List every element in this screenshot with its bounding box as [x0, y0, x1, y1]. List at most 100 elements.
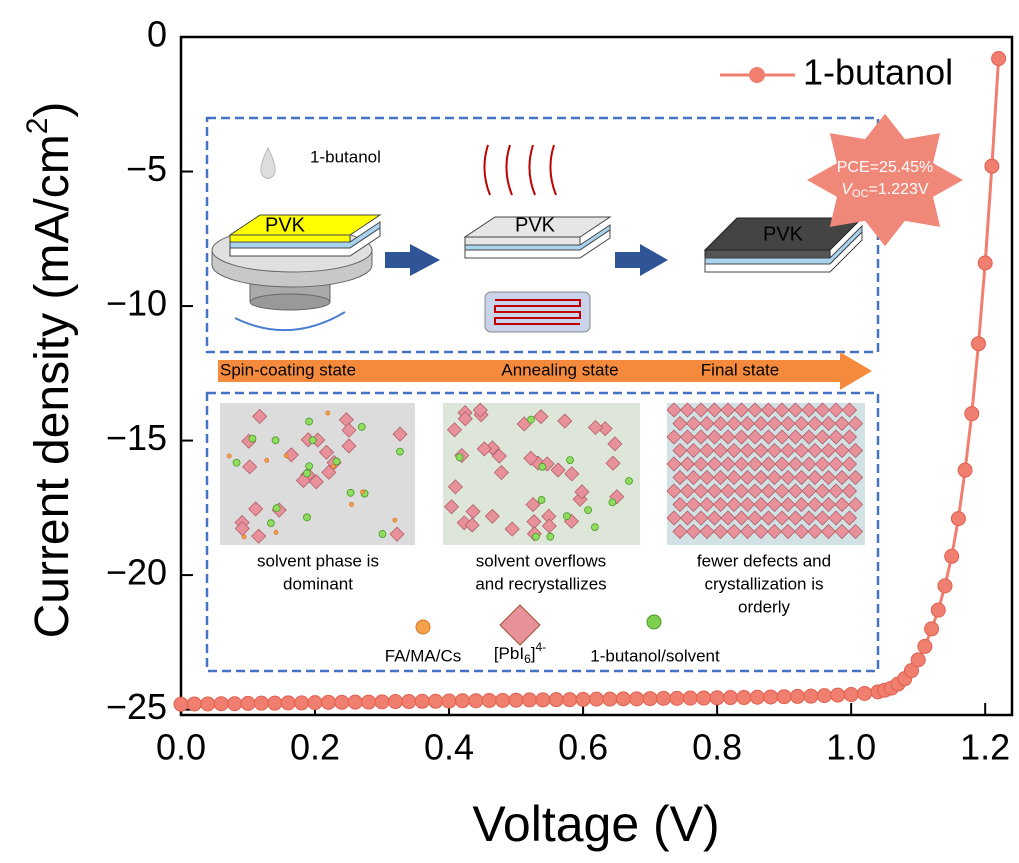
species-label: FA/MA/Cs — [385, 646, 462, 665]
data-point — [817, 689, 831, 703]
y-tick-label: −10 — [106, 283, 167, 324]
caption: fewer defects and — [697, 551, 831, 570]
species-label: 1-butanol/solvent — [590, 646, 720, 665]
caption: dominant — [283, 574, 353, 593]
data-point — [241, 696, 255, 710]
data-point — [228, 697, 242, 711]
film-label: PVK — [515, 214, 556, 236]
y-title-part: ) — [26, 102, 79, 118]
legend-marker — [749, 67, 765, 83]
ion — [528, 416, 535, 423]
voc-part: =1.223V — [869, 181, 929, 198]
data-point — [536, 693, 550, 707]
film-label: PVK — [763, 223, 804, 245]
data-point — [442, 694, 456, 708]
solvent-icon — [647, 615, 661, 629]
ion — [267, 520, 274, 527]
chart: Spin-coating state Annealing state Final… — [0, 0, 1019, 863]
data-point — [958, 463, 972, 477]
data-point — [945, 549, 959, 563]
page: {"chart_data": { "type": "line", "xlabel… — [0, 0, 1019, 863]
ion — [265, 458, 269, 462]
x-tick-label: 0.0 — [156, 727, 206, 768]
data-point — [295, 696, 309, 710]
data-point — [576, 692, 590, 706]
data-point — [187, 697, 201, 711]
ion — [567, 457, 574, 464]
ion — [625, 478, 632, 485]
data-point — [804, 689, 818, 703]
panel — [220, 403, 415, 545]
ion — [331, 464, 335, 468]
data-point — [630, 692, 644, 706]
data-point — [254, 696, 268, 710]
y-tick-label: −20 — [106, 552, 167, 593]
data-point — [415, 694, 429, 708]
data-point — [858, 686, 872, 700]
data-point — [985, 159, 999, 173]
ion — [274, 530, 278, 534]
ion — [591, 524, 598, 531]
data-point — [455, 694, 469, 708]
data-point — [362, 695, 376, 709]
data-point — [971, 337, 985, 351]
x-tick-label: 0.2 — [290, 727, 340, 768]
ion — [306, 463, 313, 470]
ion — [396, 448, 403, 455]
data-point — [657, 691, 671, 705]
data-point — [590, 692, 604, 706]
ion — [456, 454, 463, 461]
x-tick-label: 0.6 — [558, 727, 608, 768]
data-point — [308, 696, 322, 710]
x-tick-label: 0.8 — [692, 727, 742, 768]
ion — [284, 454, 288, 458]
data-point — [925, 622, 939, 636]
caption: solvent overflows — [476, 551, 606, 570]
ion — [303, 514, 310, 521]
data-point — [978, 256, 992, 270]
data-point — [643, 692, 657, 706]
ion — [242, 535, 246, 539]
ion — [547, 533, 554, 540]
octahedron-icon — [500, 605, 540, 645]
process-arrow — [615, 244, 668, 276]
ion — [233, 459, 240, 466]
ion — [227, 454, 231, 458]
data-point — [482, 693, 496, 707]
ion — [309, 437, 316, 444]
legend-label: 1-butanol — [803, 52, 953, 93]
ion — [333, 458, 340, 465]
ion — [609, 499, 616, 506]
ion — [539, 463, 546, 470]
film-label: PVK — [265, 214, 306, 236]
ion — [393, 518, 397, 522]
voc-part: OC — [852, 188, 869, 200]
data-point — [951, 512, 965, 526]
data-point — [992, 52, 1006, 66]
y-tick-label: −25 — [106, 686, 167, 727]
drop-label: 1-butanol — [310, 147, 381, 166]
data-point — [268, 696, 282, 710]
data-point — [375, 695, 389, 709]
species-part: [PbI — [494, 644, 524, 663]
data-point — [616, 692, 630, 706]
data-point — [764, 690, 778, 704]
data-point — [281, 696, 295, 710]
y-title-part: Current density (mA/cm — [26, 134, 79, 638]
data-point — [388, 695, 402, 709]
ion — [347, 489, 354, 496]
ion — [358, 423, 365, 430]
ion — [303, 470, 310, 477]
data-point — [174, 697, 188, 711]
data-point — [844, 688, 858, 702]
film-stack — [465, 145, 610, 332]
y-title-part: 2 — [21, 118, 54, 135]
badge-pce: PCE=25.45% — [837, 159, 934, 176]
data-point — [911, 653, 925, 667]
ion — [361, 490, 365, 494]
ion — [326, 411, 330, 415]
data-point — [791, 689, 805, 703]
data-point — [965, 407, 979, 421]
data-point — [683, 691, 697, 705]
stage-label: Spin-coating state — [220, 360, 356, 379]
